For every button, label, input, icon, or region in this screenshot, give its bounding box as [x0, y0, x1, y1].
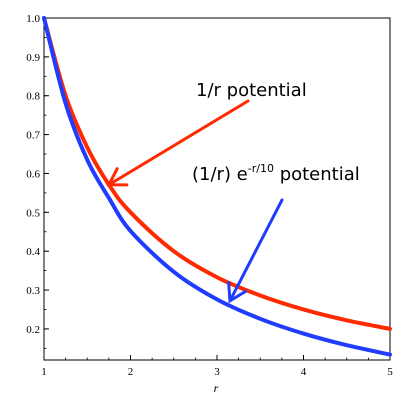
y-tick-label-7: 0.9	[26, 52, 40, 64]
y-tick-label-3: 0.5	[26, 207, 40, 219]
annotation-1r-arrow-head	[106, 167, 129, 187]
y-tick-label-0: 0.2	[26, 324, 40, 336]
tick-labels: 1 2 3 4 5 0.2 0.3 0.4 0.5 0.6 0.7 0.8 0.9 1.0	[26, 13, 393, 378]
y-tick-label-4: 0.6	[26, 168, 40, 180]
series-line-1	[42, 16, 392, 357]
x-tick-label-0: 1	[41, 366, 47, 378]
y-tick-label-5: 0.7	[26, 130, 40, 142]
plot-frame	[43, 17, 391, 361]
annotation-exp-label: (1/r) e-r/10 potential	[192, 162, 360, 185]
annotation-layer: 1/r potential (1/r) e-r/10 potential	[106, 80, 360, 304]
annotation-1r-arrow-shaft	[107, 99, 250, 187]
x-axis-title: r	[214, 381, 219, 395]
x-tick-label-1: 2	[128, 366, 134, 378]
annotation-exp-arrow-head	[227, 281, 247, 304]
y-tick-label-8: 1.0	[26, 13, 40, 25]
y-tick-label-1: 0.3	[26, 285, 40, 297]
axes	[43, 17, 391, 361]
y-tick-label-2: 0.4	[26, 246, 40, 258]
x-tick-label-2: 3	[214, 366, 220, 378]
x-tick-label-3: 4	[301, 366, 307, 378]
y-tick-label-6: 0.8	[26, 91, 40, 103]
annotation-1r-label: 1/r potential	[196, 80, 307, 101]
tick-marks	[43, 17, 391, 360]
series-layer	[42, 16, 392, 357]
x-tick-label-4: 5	[387, 366, 393, 378]
series-line-0	[42, 16, 392, 331]
annotation-exp-arrow-shaft	[228, 198, 284, 303]
